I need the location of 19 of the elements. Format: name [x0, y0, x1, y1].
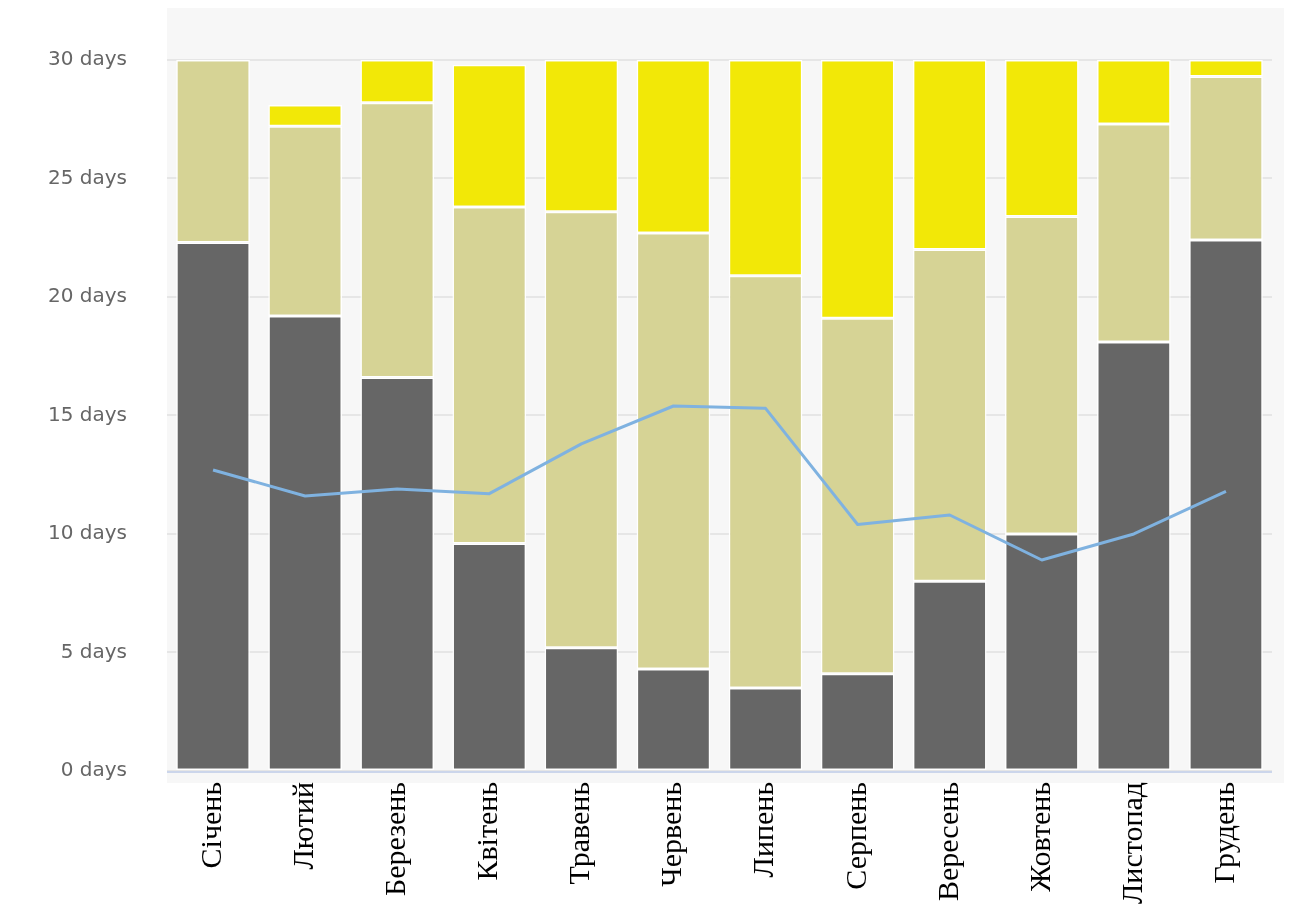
y-tick-label: 30 days	[48, 46, 128, 71]
x-tick-label: Серпень	[838, 781, 872, 890]
x-tick-label: Березень	[378, 781, 412, 897]
y-tick-label: 15 days	[48, 401, 128, 426]
x-tick-label: Червень	[654, 781, 688, 887]
x-tick-label: Лютий	[286, 781, 320, 870]
y-tick-label: 20 days	[48, 283, 128, 308]
x-tick-label: Жовтень	[1022, 781, 1056, 892]
x-tick-label: Листопад	[1114, 781, 1148, 905]
x-tick-label: Квітень	[470, 781, 504, 881]
x-tick-label: Липень	[746, 781, 780, 878]
y-tick-label: 0 days	[60, 757, 128, 782]
x-tick-label: Травень	[562, 781, 596, 885]
x-tick-label: Вересень	[930, 781, 964, 902]
x-tick-label: Грудень	[1206, 781, 1240, 884]
y-tick-label: 25 days	[48, 164, 128, 189]
y-tick-label: 5 days	[60, 638, 128, 663]
x-tick-label: Січень	[193, 781, 227, 869]
y-tick-label: 10 days	[48, 520, 128, 545]
